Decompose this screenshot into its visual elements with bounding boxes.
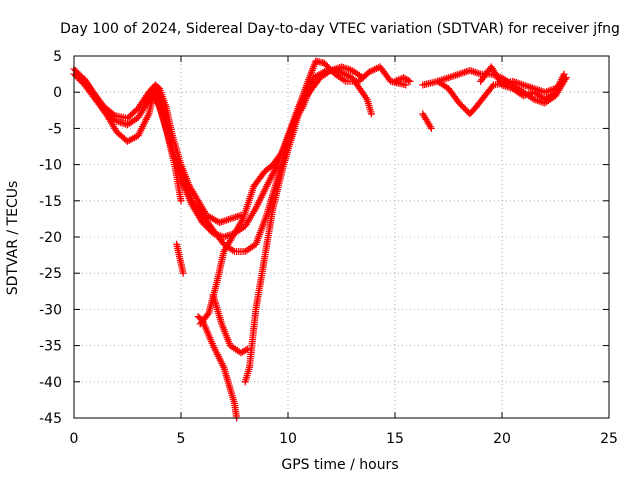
x-axis-label: GPS time / hours [281, 457, 398, 473]
chart-title: Day 100 of 2024, Sidereal Day-to-day VTE… [60, 21, 620, 37]
y-tick-label: -25 [39, 266, 62, 282]
data-point-marker [402, 81, 410, 89]
y-tick-label: 0 [53, 85, 62, 101]
data-point-marker [76, 76, 84, 84]
ticks-layer: 0 5 10 15 20 25 5 0 -5 -10 -15 -20 -25 -30 -35 -40 -45 [39, 49, 618, 447]
data-point-marker [458, 102, 466, 110]
y-tick-label: -10 [39, 158, 62, 174]
y-tick-label: -20 [39, 230, 62, 246]
data-point-marker [320, 59, 328, 67]
x-tick-label: 15 [386, 431, 404, 447]
x-tick-label: 0 [70, 431, 79, 447]
series-arc-2 [70, 63, 367, 241]
series-arc-9 [209, 291, 251, 357]
data-point-marker [560, 70, 568, 78]
x-tick-label: 10 [279, 431, 297, 447]
y-tick-label: -40 [39, 375, 62, 391]
x-tick-label: 20 [493, 431, 511, 447]
data-point-marker [427, 124, 435, 132]
data-layer [70, 57, 570, 422]
data-point-marker [279, 148, 287, 156]
data-point-marker [198, 219, 206, 227]
data-point-marker [404, 76, 412, 84]
y-tick-label: -45 [39, 411, 62, 427]
data-point-marker [243, 345, 251, 353]
data-point-marker [406, 77, 414, 85]
y-tick-label: -5 [48, 121, 62, 137]
grid-layer [74, 56, 609, 418]
y-tick-label: 5 [53, 49, 62, 65]
series-arc-14 [434, 74, 570, 118]
data-point-marker [323, 62, 331, 70]
y-axis-label: SDTVAR / TECUs [5, 181, 21, 296]
series-arc-15 [477, 63, 568, 103]
x-tick-label: 5 [177, 431, 186, 447]
y-tick-label: -30 [39, 302, 62, 318]
series-arc-10 [241, 66, 375, 386]
series-arc-8 [198, 316, 241, 422]
data-point-marker [177, 197, 185, 205]
data-point-marker [455, 99, 463, 107]
series-arc-11 [419, 110, 435, 132]
data-point-marker [461, 105, 469, 113]
data-point-marker [460, 104, 468, 112]
data-point-marker [204, 311, 212, 319]
data-point-marker [457, 101, 465, 109]
y-tick-label: -15 [39, 194, 62, 210]
data-point-marker [367, 110, 375, 118]
data-point-marker [75, 75, 83, 83]
plot-frame [73, 55, 610, 419]
x-tick-label: 25 [600, 431, 618, 447]
series-arc-12 [391, 74, 414, 85]
data-point-marker [72, 72, 80, 80]
y-tick-label: -35 [39, 339, 62, 355]
series-arc-5 [173, 240, 187, 277]
data-point-marker [179, 269, 187, 277]
data-point-marker [73, 73, 81, 81]
